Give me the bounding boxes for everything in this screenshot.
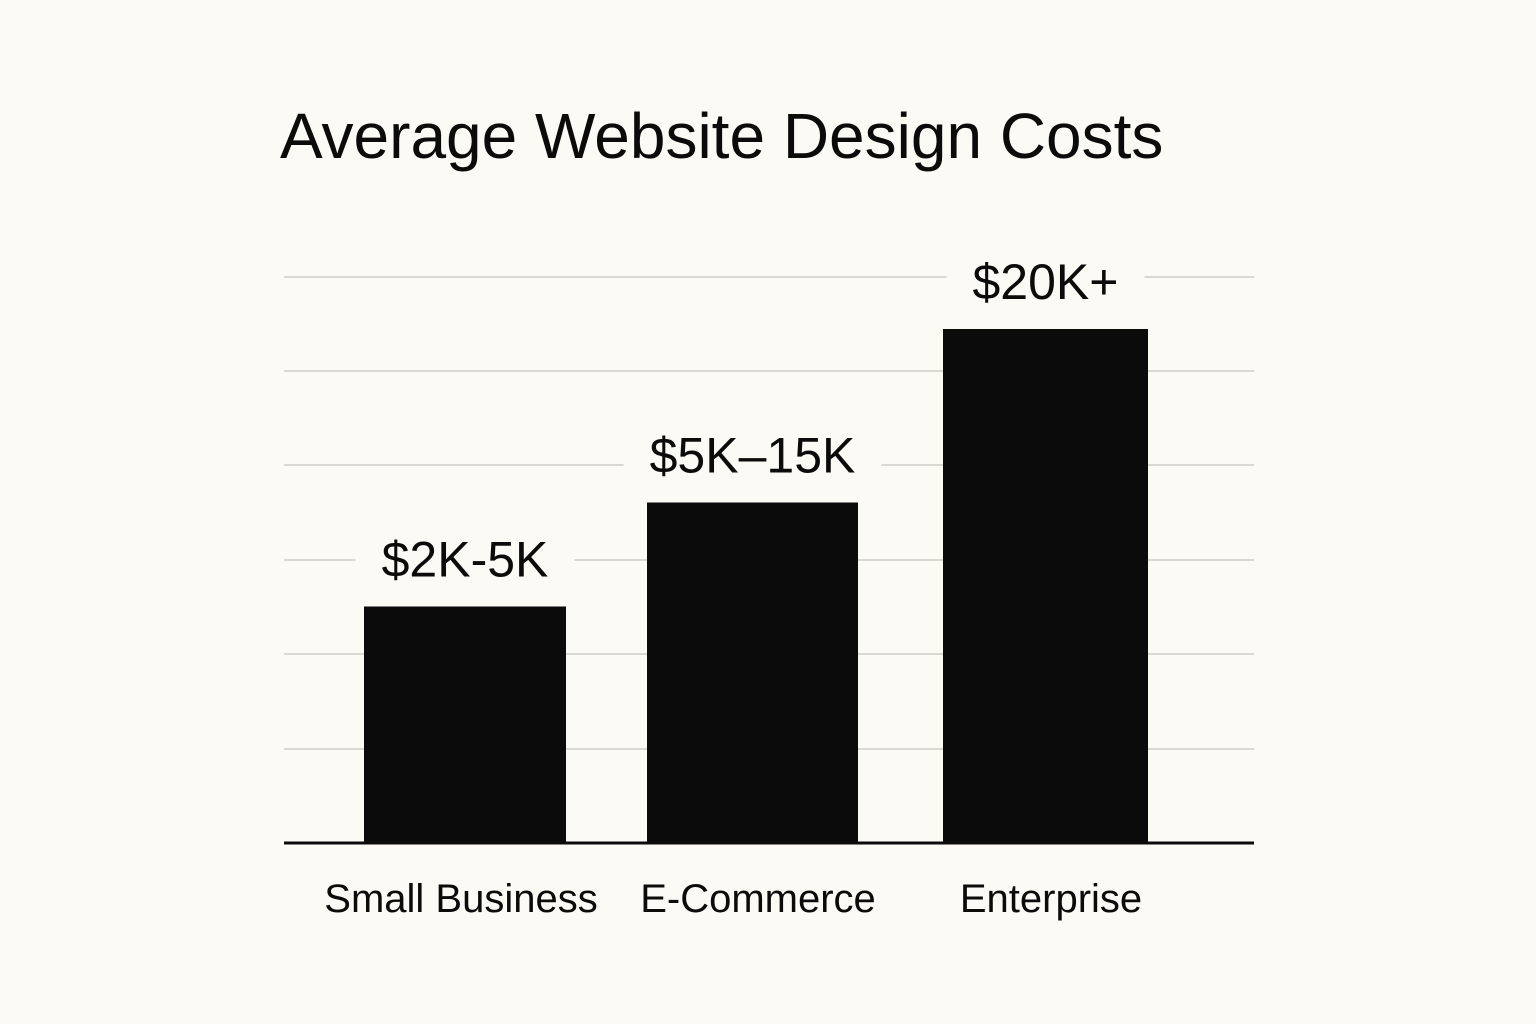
bar-value-label: $5K–15K xyxy=(650,428,856,484)
bar xyxy=(364,606,566,843)
category-tick-label: Enterprise xyxy=(960,877,1142,921)
category-tick-label: E-Commerce xyxy=(640,877,876,921)
category-tick-labels: Small Business E-Commerce Enterprise xyxy=(324,877,1142,921)
bars xyxy=(364,329,1148,843)
bar xyxy=(647,502,858,843)
value-label-background xyxy=(623,423,882,488)
value-label-background xyxy=(946,250,1145,314)
chart-title: Average Website Design Costs xyxy=(280,100,1164,172)
bar-value-label: $2K-5K xyxy=(382,532,549,588)
bar xyxy=(943,329,1148,843)
value-labels: $2K-5K $5K–15K $20K+ xyxy=(355,250,1145,592)
bar-value-label: $20K+ xyxy=(973,254,1119,310)
category-tick-label: Small Business xyxy=(324,877,597,921)
value-label-background xyxy=(355,527,575,592)
